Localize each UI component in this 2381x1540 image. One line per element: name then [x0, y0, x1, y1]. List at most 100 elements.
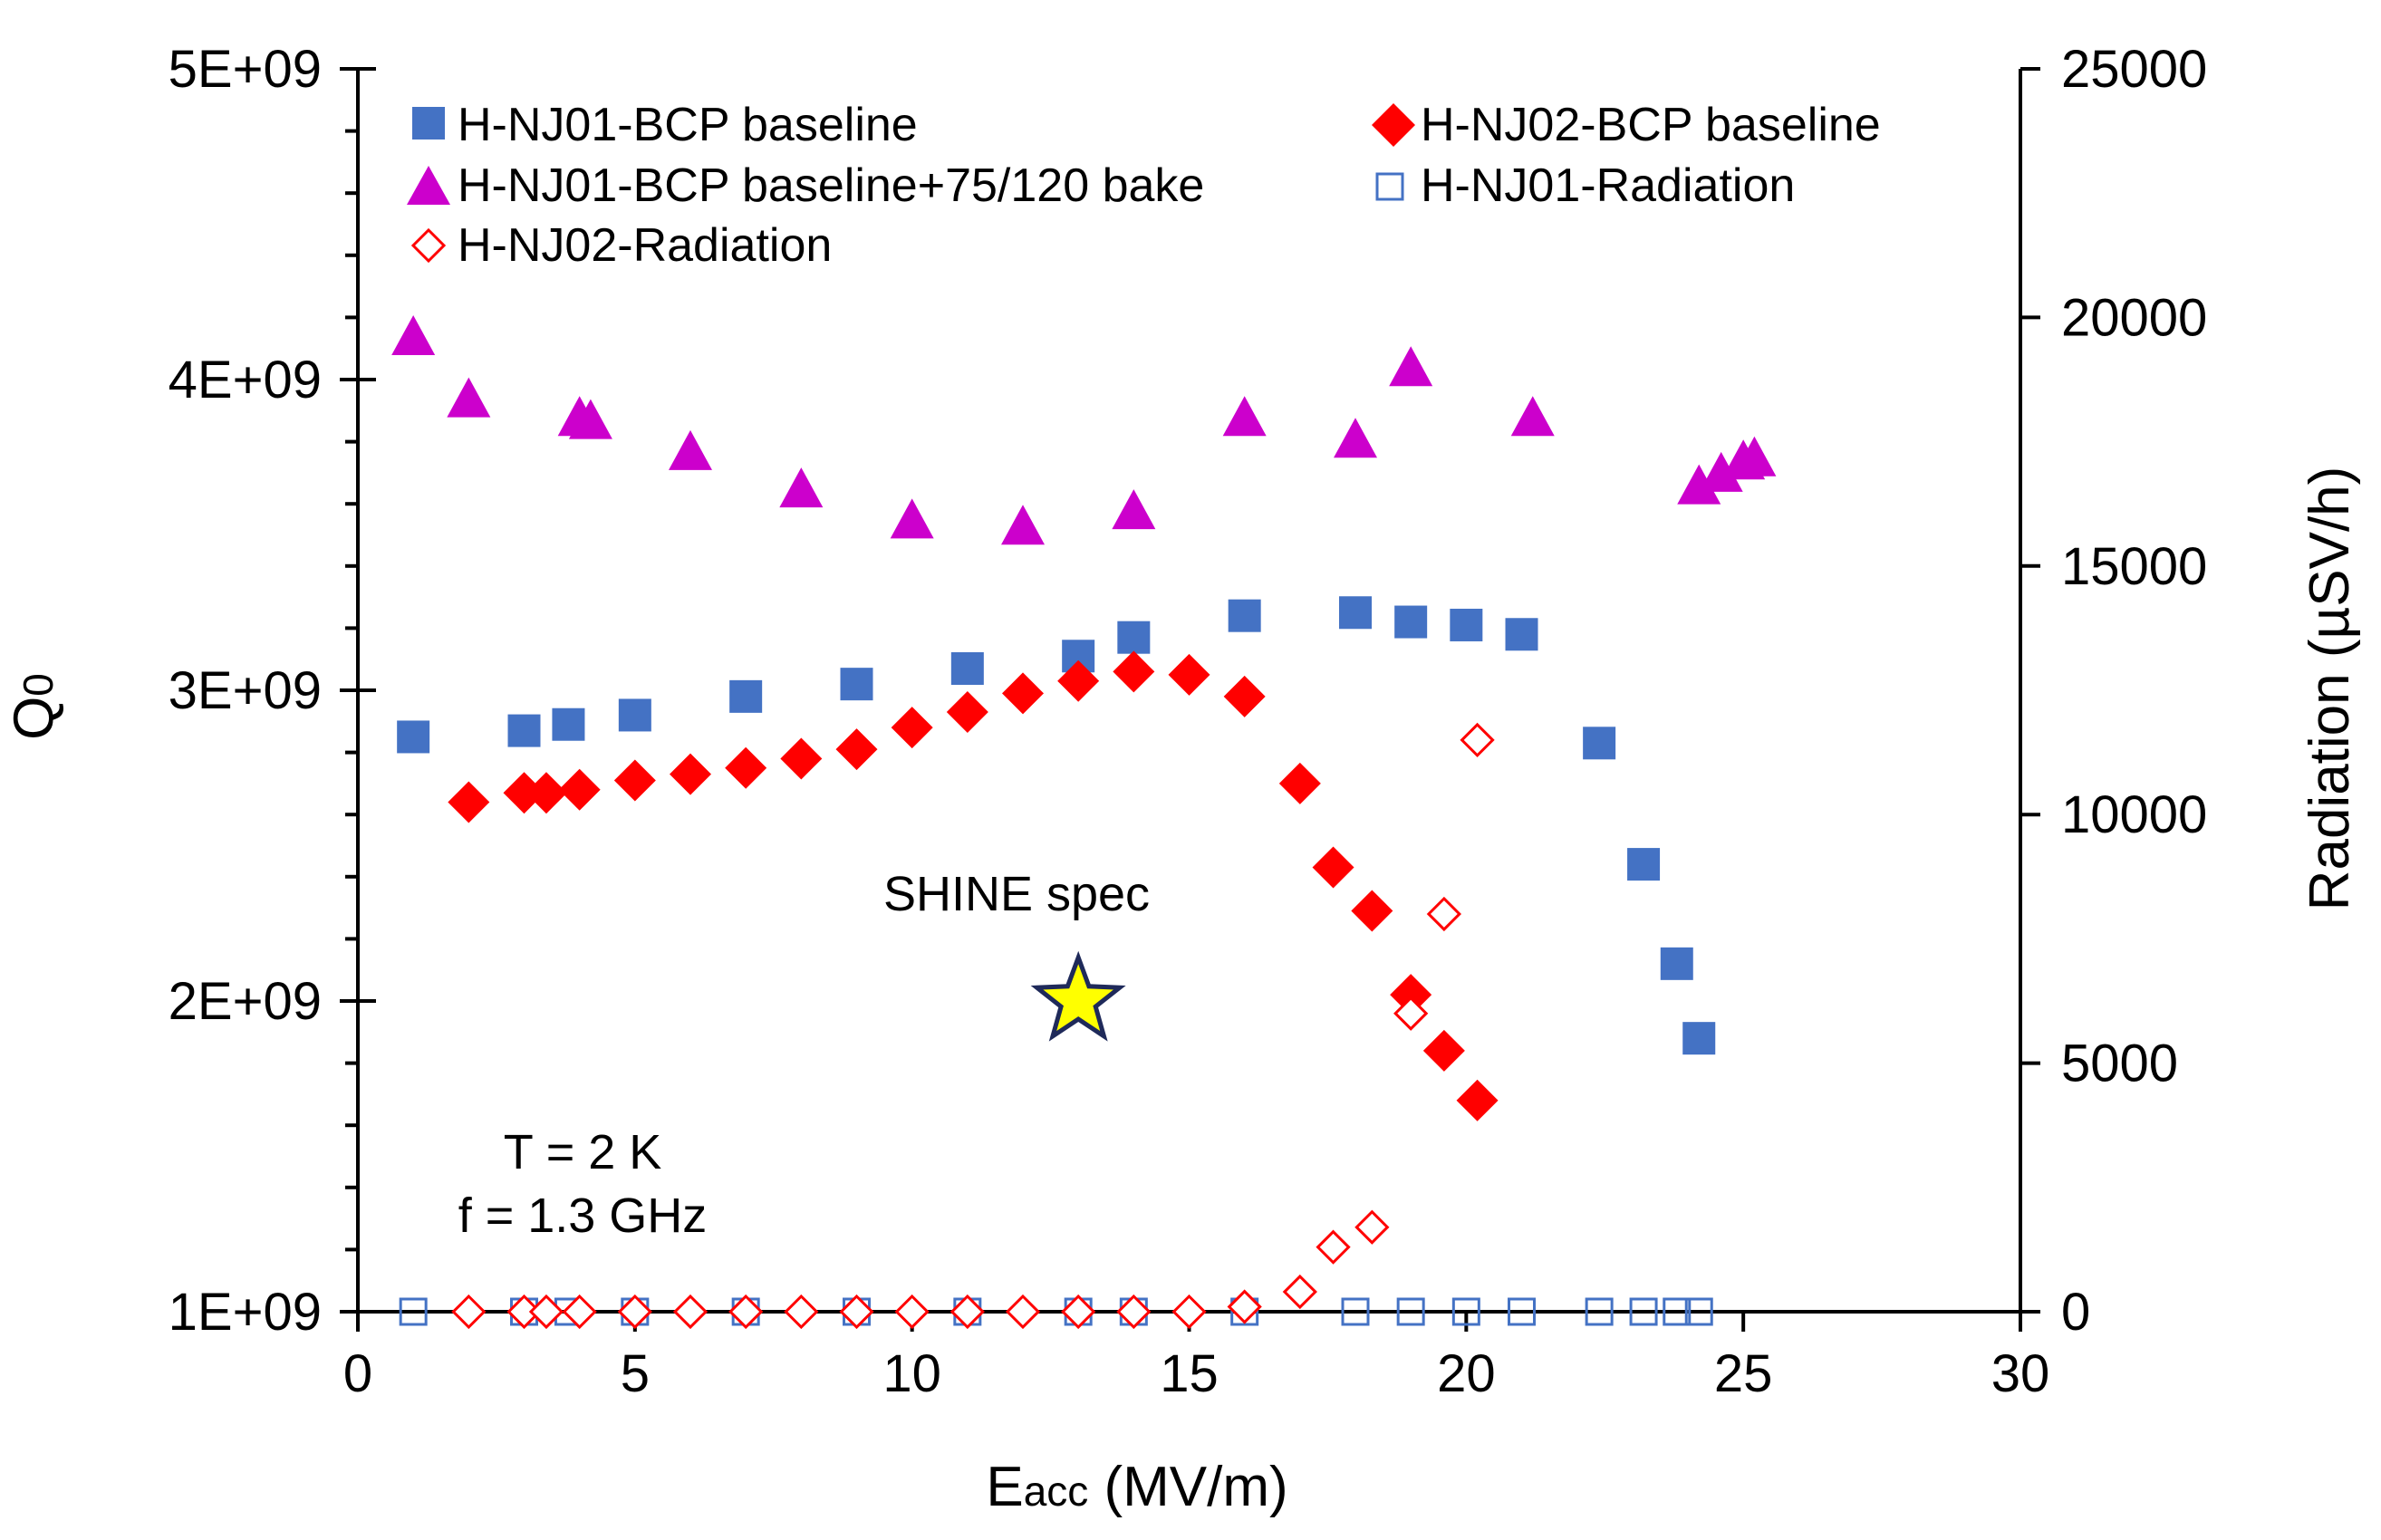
- point-series-2: [669, 429, 712, 470]
- point-series-0: [1117, 621, 1151, 654]
- point-series-1: [525, 772, 567, 814]
- y2-tick-label: 15000: [2061, 537, 2207, 596]
- point-series-1: [1002, 672, 1044, 715]
- point-series-4: [617, 1294, 652, 1330]
- point-series-1: [1223, 675, 1266, 717]
- legend-marker-h-nj02-bcp-baseline: [1372, 103, 1415, 147]
- point-series-0: [1505, 618, 1538, 651]
- y2-tick-label: 0: [2061, 1283, 2090, 1342]
- tick-labels: 0 5 10 15 20 25 30 1E+09 2E+09 3E+09 4E+09 5E+09 0 50…: [169, 40, 2208, 1403]
- x-axis-title-main: E: [986, 1456, 1023, 1518]
- point-series-0: [507, 714, 541, 747]
- point-series-1: [448, 781, 490, 823]
- point-series-4: [839, 1294, 874, 1330]
- ticks: [340, 67, 2040, 1332]
- y-tick-label: 4E+09: [169, 351, 322, 409]
- y-tick-label: 5E+09: [169, 40, 322, 99]
- point-series-1: [1351, 890, 1393, 932]
- y-axis-title-main: Q: [3, 697, 65, 740]
- point-series-0: [1682, 1022, 1716, 1055]
- point-series-2: [1510, 396, 1555, 437]
- point-series-3: [1629, 1297, 1658, 1326]
- legend-marker-h-nj01-radiation: [1375, 172, 1404, 201]
- point-series-4: [1354, 1209, 1390, 1245]
- point-series-0: [1660, 947, 1693, 980]
- y-axis-title-sub: 0: [14, 673, 62, 697]
- legend-label-h-nj01-radiation: H-NJ01-Radiation: [1421, 159, 1795, 212]
- point-series-1: [946, 691, 988, 734]
- x-axis-title-rest: (MV/m): [1088, 1456, 1287, 1518]
- point-series-0: [950, 651, 984, 685]
- point-series-2: [1699, 451, 1743, 492]
- point-series-3: [399, 1297, 428, 1326]
- legend-label-h-nj01-bake: H-NJ01-BCP baseline+75/120 bake: [458, 159, 1204, 212]
- point-series-0: [552, 707, 585, 741]
- y2-tick-label: 25000: [2061, 40, 2207, 99]
- y-tick-label: 2E+09: [169, 972, 322, 1031]
- legend: H-NJ01-BCP baseline H-NJ02-BCP baseline …: [407, 99, 1881, 272]
- y-tick-label: 3E+09: [169, 661, 322, 720]
- point-series-2: [568, 399, 612, 439]
- shine-spec-star-icon: [1030, 950, 1126, 1042]
- point-series-1: [670, 753, 711, 795]
- legend-label-h-nj01-bcp-baseline: H-NJ01-BCP baseline: [458, 99, 918, 151]
- point-series-1: [1113, 650, 1155, 693]
- x-tick-label: 15: [1160, 1344, 1219, 1403]
- legend-marker-h-nj02-radiation: [410, 227, 447, 264]
- point-series-4: [1116, 1294, 1152, 1330]
- point-series-1: [1422, 1029, 1465, 1072]
- point-series-4: [894, 1294, 930, 1330]
- point-series-4: [1005, 1294, 1041, 1330]
- point-series-4: [1282, 1274, 1317, 1310]
- point-series-2: [1732, 436, 1777, 476]
- point-series-4: [784, 1294, 819, 1330]
- point-series-0: [1228, 599, 1261, 632]
- point-series-2: [391, 315, 436, 356]
- point-series-1: [1456, 1079, 1499, 1121]
- y-tick-label: 1E+09: [169, 1283, 322, 1342]
- y2-axis-title: Radiation (µSV/h): [2299, 467, 2361, 911]
- point-series-3: [1508, 1297, 1536, 1326]
- point-series-4: [1460, 722, 1495, 758]
- point-series-0: [397, 720, 430, 754]
- point-series-3: [1341, 1297, 1370, 1326]
- point-series-0: [840, 668, 873, 701]
- point-series-3: [1684, 1297, 1713, 1326]
- annotation-frequency: f = 1.3 GHz: [458, 1189, 708, 1243]
- point-series-1: [503, 772, 545, 814]
- x-tick-label: 30: [1991, 1344, 2050, 1403]
- x-axis-title-sub: acc: [1024, 1468, 1089, 1515]
- point-series-1: [1390, 974, 1432, 1016]
- point-series-3: [1585, 1297, 1614, 1326]
- point-series-2: [1222, 396, 1267, 437]
- point-series-3: [1663, 1297, 1692, 1326]
- point-series-1: [725, 746, 767, 789]
- point-series-0: [618, 698, 651, 732]
- point-series-1: [1278, 762, 1321, 804]
- point-series-4: [950, 1294, 985, 1330]
- annotation-shine-spec: SHINE spec: [883, 867, 1150, 921]
- point-series-2: [1389, 346, 1433, 387]
- point-series-1: [835, 728, 878, 771]
- point-series-2: [1677, 464, 1721, 505]
- point-series-2: [1334, 418, 1377, 458]
- point-series-1: [1168, 653, 1210, 696]
- point-series-4: [1171, 1294, 1207, 1330]
- x-tick-label: 25: [1714, 1344, 1773, 1403]
- point-series-0: [1339, 596, 1372, 630]
- point-series-1: [558, 768, 601, 811]
- point-series-4: [728, 1294, 764, 1330]
- point-series-1: [891, 707, 933, 749]
- point-series-4: [1227, 1289, 1262, 1324]
- point-series-2: [1001, 505, 1045, 545]
- point-series-0: [1394, 605, 1428, 639]
- point-series-3: [1396, 1297, 1425, 1326]
- y2-tick-label: 10000: [2061, 785, 2207, 844]
- point-series-4: [1393, 996, 1429, 1031]
- x-tick-label: 5: [621, 1344, 650, 1403]
- x-axis-title: Eacc (MV/m): [986, 1456, 1287, 1518]
- point-series-4: [562, 1294, 597, 1330]
- point-series-4: [1426, 896, 1461, 932]
